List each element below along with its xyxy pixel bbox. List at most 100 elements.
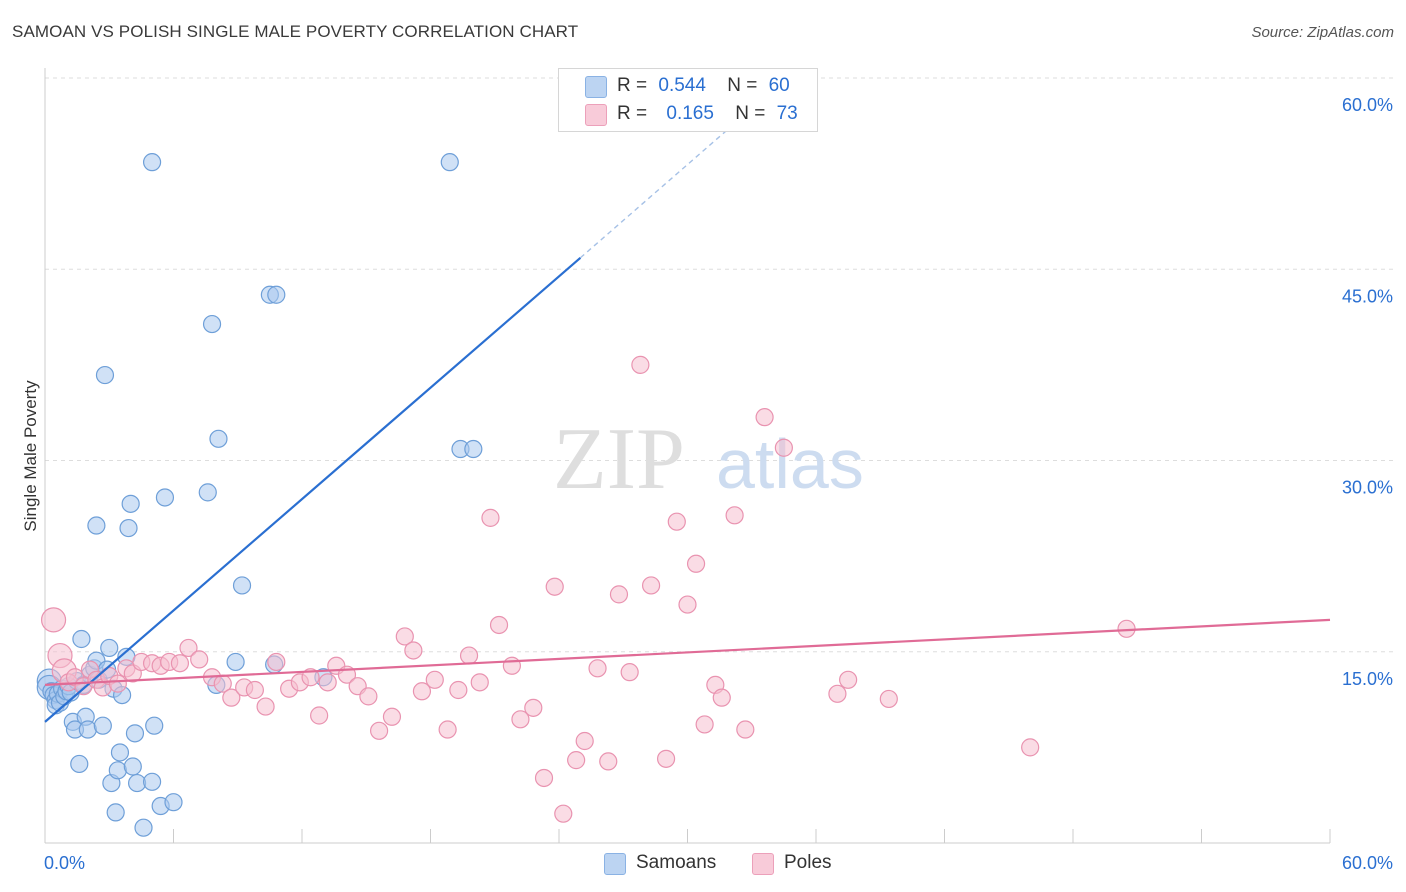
samoan-point <box>267 285 286 304</box>
legend-samoans-text: R = 0.544 N = 60 <box>617 75 790 97</box>
pole-point <box>534 768 554 788</box>
watermark-zip: ZIP <box>553 411 685 508</box>
pole-point <box>511 710 530 729</box>
samoan-point <box>106 803 125 822</box>
y-tick-label: 15.0% <box>1342 669 1393 689</box>
pole-point <box>40 607 67 633</box>
pole-point <box>449 680 468 700</box>
pole-point <box>359 687 378 706</box>
samoan-point <box>202 314 222 334</box>
samoans-r-label: R = <box>617 75 648 96</box>
samoan-point <box>95 365 115 385</box>
samoan-point <box>70 754 89 774</box>
samoan-point <box>110 743 130 762</box>
samoan-point <box>108 761 127 780</box>
pole-point <box>667 512 686 531</box>
pole-point <box>179 638 198 658</box>
data-points <box>36 153 1136 837</box>
samoan-point <box>226 652 245 672</box>
pole-point <box>481 508 500 527</box>
pole-point <box>301 668 320 687</box>
bottom-poles-label: Poles <box>784 852 832 873</box>
samoan-point <box>78 720 97 739</box>
pole-point <box>108 674 127 693</box>
pole-point <box>318 673 337 692</box>
pole-point <box>382 707 402 726</box>
samoan-point <box>155 488 175 507</box>
pole-point <box>774 438 793 457</box>
pole-point <box>267 652 286 672</box>
pole-point <box>839 670 858 689</box>
trend-lines <box>44 108 1331 723</box>
samoan-point <box>100 638 119 658</box>
pole-point <box>1021 738 1040 757</box>
samoans-trend-line <box>44 256 582 723</box>
pole-point <box>599 752 618 771</box>
samoan-point <box>145 716 164 735</box>
pole-point <box>370 721 389 740</box>
samoan-point <box>464 439 483 459</box>
pole-point <box>170 654 190 673</box>
poles-n-value: 73 <box>776 103 798 124</box>
pole-point <box>567 751 586 770</box>
pole-point <box>554 804 573 823</box>
pole-point <box>256 697 275 716</box>
axes: 15.0% 30.0% 45.0% 60.0% 0.0% 60.0% <box>44 68 1393 873</box>
samoan-point <box>198 483 217 502</box>
bottom-samoans-swatch <box>604 853 626 875</box>
bottom-samoans-label: Samoans <box>636 852 717 873</box>
samoan-point <box>125 724 145 743</box>
pole-point <box>470 673 489 692</box>
correlation-legend: R = 0.544 N = 60 R = 0.165 N = 73 <box>558 68 818 132</box>
chart-title: SAMOAN VS POLISH SINGLE MALE POVERTY COR… <box>12 22 579 41</box>
pole-point <box>631 355 650 374</box>
pole-point <box>736 720 755 739</box>
poles-trend-line <box>44 618 1331 686</box>
samoan-point <box>119 518 138 538</box>
pole-point <box>609 585 629 604</box>
samoan-point <box>134 818 153 837</box>
pole-point <box>695 715 714 734</box>
samoans-r-value: 0.544 <box>658 75 706 96</box>
samoan-point <box>142 772 162 791</box>
poles-r-label: R = <box>617 103 648 124</box>
y-tick-label: 30.0% <box>1342 478 1393 498</box>
pole-point <box>545 577 564 596</box>
poles-swatch <box>585 104 607 126</box>
pole-point <box>459 646 479 665</box>
legend-poles-text: R = 0.165 N = 73 <box>617 103 798 125</box>
samoan-point <box>127 773 147 793</box>
pole-point <box>712 688 731 707</box>
samoan-point <box>121 494 140 513</box>
pole-point <box>245 680 264 700</box>
pole-point <box>678 595 697 614</box>
samoans-trend-extension <box>579 108 753 259</box>
y-axis-label: Single Male Poverty <box>21 380 40 532</box>
samoan-point <box>164 793 183 812</box>
pole-point <box>310 706 329 725</box>
y-tick-label: 60.0% <box>1342 95 1393 115</box>
pole-point <box>755 408 774 427</box>
pole-point <box>686 554 706 573</box>
pole-point <box>395 627 414 646</box>
pole-point <box>404 641 423 660</box>
watermark-atlas: atlas <box>716 425 864 503</box>
y-tick-label: 45.0% <box>1342 286 1393 306</box>
pole-point <box>725 506 744 525</box>
pole-point <box>425 670 444 689</box>
samoan-point <box>123 757 142 776</box>
pole-point <box>222 688 241 707</box>
samoans-n-value: 60 <box>768 75 790 96</box>
pole-point <box>641 576 661 595</box>
pole-point <box>524 698 543 717</box>
pole-point <box>438 720 457 739</box>
pole-point <box>656 749 676 768</box>
pole-point <box>828 684 847 703</box>
samoan-point <box>209 429 228 448</box>
x-tick-label: 0.0% <box>44 853 85 873</box>
samoans-n-label: N = <box>727 75 758 96</box>
watermark: ZIP atlas <box>553 411 864 508</box>
poles-n-label: N = <box>735 103 766 124</box>
pole-point <box>190 650 209 669</box>
